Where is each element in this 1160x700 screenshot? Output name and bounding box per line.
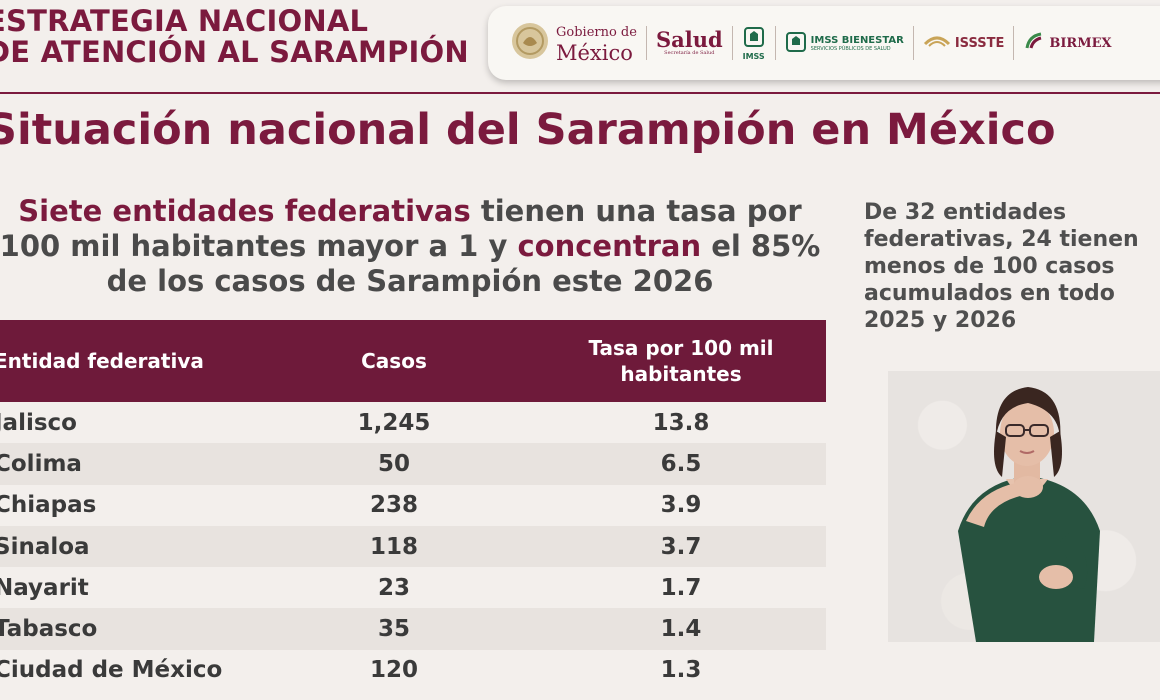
- page-title: Situación nacional del Sarampión en Méxi…: [0, 105, 1056, 155]
- cell-entidad: Ciudad de México: [0, 657, 223, 684]
- interpreter-figure: [958, 387, 1100, 642]
- salud-logo: Salud Secretaría de Salud: [655, 27, 723, 56]
- header-title-line2: DE ATENCIÓN AL SARAMPIÓN: [0, 35, 469, 69]
- subtitle-highlight-1: Siete entidades federativas: [18, 194, 471, 228]
- cases-table: Entidad federativa Casos Tasa por 100 mi…: [0, 320, 826, 692]
- birmex-emblem-icon: [1023, 30, 1045, 56]
- issste-emblem-icon: [923, 30, 951, 56]
- cell-casos: 120: [369, 657, 418, 684]
- logo-divider: [1013, 26, 1015, 60]
- subtitle-text-1: tienen una tasa por 100 mil habitantes m…: [0, 194, 802, 263]
- logo-divider: [912, 26, 914, 60]
- header-title: ESTRATEGIA NACIONAL DE ATENCIÓN AL SARAM…: [0, 6, 469, 68]
- imss-bienestar-label: IMSS BIENESTAR: [810, 34, 904, 46]
- logo-divider: [774, 26, 776, 60]
- gobierno-label: Gobierno de: [556, 25, 637, 40]
- coat-of-arms-icon: [510, 21, 550, 65]
- cell-tasa: 1.7: [660, 574, 702, 601]
- cell-tasa: 1.4: [660, 616, 702, 643]
- imss-logo: IMSS: [742, 26, 766, 61]
- cell-tasa: 3.9: [660, 492, 702, 519]
- cell-entidad: Tabasco: [0, 616, 98, 643]
- issste-label: ISSSTE: [954, 35, 1005, 51]
- logo-divider: [645, 26, 647, 60]
- salud-label: Salud: [655, 27, 723, 52]
- cell-tasa: 1.3: [660, 657, 702, 684]
- table-row: Chiapas 238 3.9: [0, 484, 826, 526]
- cell-casos: 23: [377, 574, 410, 601]
- logo-divider: [731, 26, 733, 60]
- cell-entidad: Nayarit: [0, 574, 89, 601]
- table-row: Jalisco 1,245 13.8: [0, 402, 826, 444]
- cell-entidad: Chiapas: [0, 492, 97, 519]
- header-divider: [0, 92, 1160, 94]
- imss-bienestar-logo: IMSS BIENESTAR SERVICIOS PÚBLICOS DE SAL…: [785, 31, 904, 56]
- cell-tasa: 3.7: [660, 533, 702, 560]
- column-header-entidad: Entidad federativa: [0, 349, 204, 373]
- imss-emblem-icon: [742, 26, 766, 52]
- table-row: Ciudad de México 120 1.3: [0, 649, 826, 692]
- cell-casos: 1,245: [357, 409, 431, 436]
- cell-entidad: Colima: [0, 450, 82, 477]
- imss-bienestar-emblem-icon: [785, 31, 807, 56]
- institution-logo-bar: Gobierno de México Salud Secretaría de S…: [488, 6, 1160, 80]
- subtitle-highlight-2: concentran: [517, 229, 702, 263]
- imss-bienestar-sub-label: SERVICIOS PÚBLICOS DE SALUD: [810, 45, 891, 52]
- table-row: Sinaloa 118 3.7: [0, 525, 826, 568]
- column-header-tasa: Tasa por 100 mil habitantes: [588, 336, 774, 386]
- side-note: De 32 entidades federativas, 24 tienen m…: [864, 200, 1139, 333]
- table-row: Colima 50 6.5: [0, 443, 826, 485]
- cell-entidad: Jalisco: [0, 409, 77, 436]
- cell-entidad: Sinaloa: [0, 533, 90, 560]
- table-row: Nayarit 23 1.7: [0, 567, 826, 609]
- mexico-label: México: [556, 41, 633, 65]
- table-body: Jalisco 1,245 13.8 Colima 50 6.5 Chiapas…: [0, 402, 826, 692]
- cell-casos: 118: [369, 533, 418, 560]
- sign-language-interpreter-video: [888, 371, 1160, 642]
- birmex-label: BIRMEX: [1049, 35, 1112, 51]
- cell-casos: 50: [377, 450, 410, 477]
- table-row: Tabasco 35 1.4: [0, 608, 826, 650]
- cell-casos: 238: [369, 492, 418, 519]
- subtitle-text-2: el 85% de los casos de Sarampión este 20…: [106, 229, 821, 298]
- imss-label: IMSS: [742, 51, 765, 61]
- issste-logo: ISSSTE: [923, 30, 1005, 56]
- table-header: Entidad federativa Casos Tasa por 100 mi…: [0, 320, 826, 402]
- subtitle: Siete entidades federativas tienen una t…: [0, 194, 830, 299]
- gobierno-de-mexico-logo: Gobierno de México: [510, 21, 637, 65]
- cell-casos: 35: [377, 616, 410, 643]
- header-title-line1: ESTRATEGIA NACIONAL: [0, 4, 369, 38]
- column-header-casos: Casos: [361, 349, 427, 373]
- cell-tasa: 6.5: [660, 450, 702, 477]
- birmex-logo: BIRMEX: [1023, 30, 1112, 56]
- salud-sub-label: Secretaría de Salud: [664, 50, 715, 56]
- cell-tasa: 13.8: [652, 409, 710, 436]
